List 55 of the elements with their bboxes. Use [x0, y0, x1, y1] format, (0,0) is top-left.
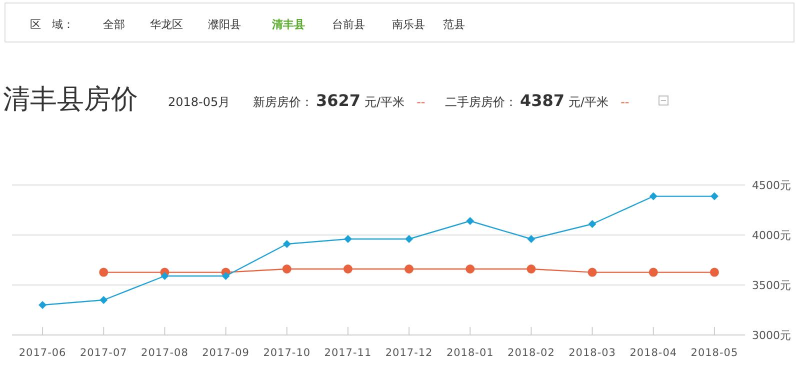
point: [38, 301, 47, 309]
x-tick-label: 2018-03: [568, 347, 616, 359]
x-tick-label: 2018-02: [508, 347, 555, 359]
point: [710, 268, 719, 277]
point: [466, 264, 475, 274]
point: [526, 264, 536, 274]
point: [588, 220, 596, 228]
chart-title: 清丰县房价: [3, 84, 138, 115]
point: [160, 272, 169, 280]
text: 二手房房价：: [445, 95, 517, 109]
x-tick-label: 2017-08: [141, 347, 188, 359]
x-tick-label: 2017-10: [263, 347, 311, 359]
point: [282, 264, 292, 274]
text: 元/平米: [364, 95, 405, 109]
point: [588, 268, 597, 277]
x-tick-label: 2017-11: [324, 347, 372, 359]
y-tick-label: 3500元: [752, 279, 791, 292]
chart-subtitle: 2018-05月: [168, 95, 230, 109]
x-tick-label: 2017-07: [80, 347, 128, 359]
x-tick-label: 2017-09: [202, 347, 250, 359]
point: [527, 235, 536, 243]
text: 台前县: [332, 18, 365, 31]
point: [466, 217, 474, 225]
y-tick-label: 4500元: [752, 179, 791, 192]
y-tick-label: 4000元: [752, 229, 791, 242]
point: [649, 192, 658, 200]
text: --: [416, 95, 426, 109]
point: [405, 235, 414, 243]
point: [343, 264, 352, 274]
text: 范县: [443, 18, 465, 31]
text: 濮阳县: [208, 18, 241, 31]
point: [282, 240, 291, 248]
x-tick-label: 2018-05: [690, 347, 738, 359]
point: [100, 296, 108, 304]
text: 4387: [520, 91, 565, 110]
text: 元/平米: [568, 95, 609, 109]
text: 清丰县: [271, 18, 305, 31]
text: 全部: [103, 18, 125, 31]
point: [648, 268, 658, 277]
point: [99, 268, 108, 277]
text: 区 域：: [30, 18, 74, 31]
point: [344, 235, 352, 243]
point: [222, 272, 230, 280]
x-tick-label: 2018-01: [446, 347, 494, 359]
x-tick-label: 2017-12: [385, 347, 433, 359]
text: 华龙区: [150, 18, 183, 31]
point: [710, 192, 718, 200]
point: [404, 264, 414, 274]
x-tick-label: 2018-04: [630, 347, 678, 359]
y-tick-label: 3000元: [752, 329, 791, 342]
text: 新房房价：: [253, 95, 313, 109]
text: 3627: [316, 91, 361, 110]
x-tick-label: 2017-06: [18, 347, 66, 359]
text: --: [620, 95, 630, 109]
text: 南乐县: [392, 18, 425, 31]
